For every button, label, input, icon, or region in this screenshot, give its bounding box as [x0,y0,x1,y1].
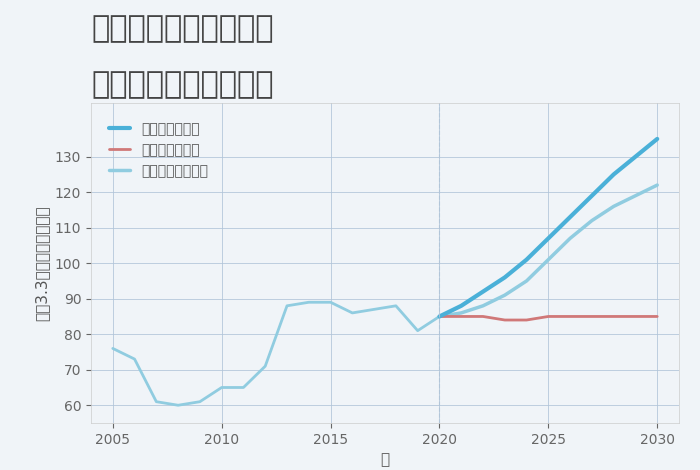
バッドシナリオ [631,313,640,319]
グッドシナリオ [588,193,596,198]
バッドシナリオ [653,313,662,319]
バッドシナリオ [566,313,574,319]
Y-axis label: 坪（3.3㎡）単価（万円）: 坪（3.3㎡）単価（万円） [34,205,49,321]
グッドシナリオ [544,235,552,241]
Line: グッドシナリオ: グッドシナリオ [440,139,657,316]
Text: 大阪府交野市私部西の: 大阪府交野市私部西の [91,14,274,43]
ノーマルシナリオ [522,278,531,284]
ノーマルシナリオ [435,313,444,319]
グッドシナリオ [479,289,487,294]
ノーマルシナリオ [457,310,466,316]
ノーマルシナリオ [566,235,574,241]
ノーマルシナリオ [588,218,596,223]
バッドシナリオ [610,313,618,319]
バッドシナリオ [457,313,466,319]
X-axis label: 年: 年 [380,452,390,467]
バッドシナリオ [522,317,531,323]
ノーマルシナリオ [500,292,509,298]
グッドシナリオ [500,274,509,280]
Line: バッドシナリオ: バッドシナリオ [440,316,657,320]
Legend: グッドシナリオ, バッドシナリオ, ノーマルシナリオ: グッドシナリオ, バッドシナリオ, ノーマルシナリオ [104,117,214,184]
バッドシナリオ [435,313,444,319]
グッドシナリオ [566,214,574,220]
グッドシナリオ [522,257,531,262]
バッドシナリオ [479,313,487,319]
Line: ノーマルシナリオ: ノーマルシナリオ [440,185,657,316]
グッドシナリオ [435,313,444,319]
バッドシナリオ [500,317,509,323]
ノーマルシナリオ [544,257,552,262]
グッドシナリオ [457,303,466,309]
バッドシナリオ [588,313,596,319]
ノーマルシナリオ [653,182,662,188]
ノーマルシナリオ [610,204,618,209]
グッドシナリオ [610,172,618,177]
Text: 中古戸建ての価格推移: 中古戸建ての価格推移 [91,70,274,100]
グッドシナリオ [631,154,640,159]
ノーマルシナリオ [479,303,487,309]
グッドシナリオ [653,136,662,142]
バッドシナリオ [544,313,552,319]
ノーマルシナリオ [631,193,640,198]
